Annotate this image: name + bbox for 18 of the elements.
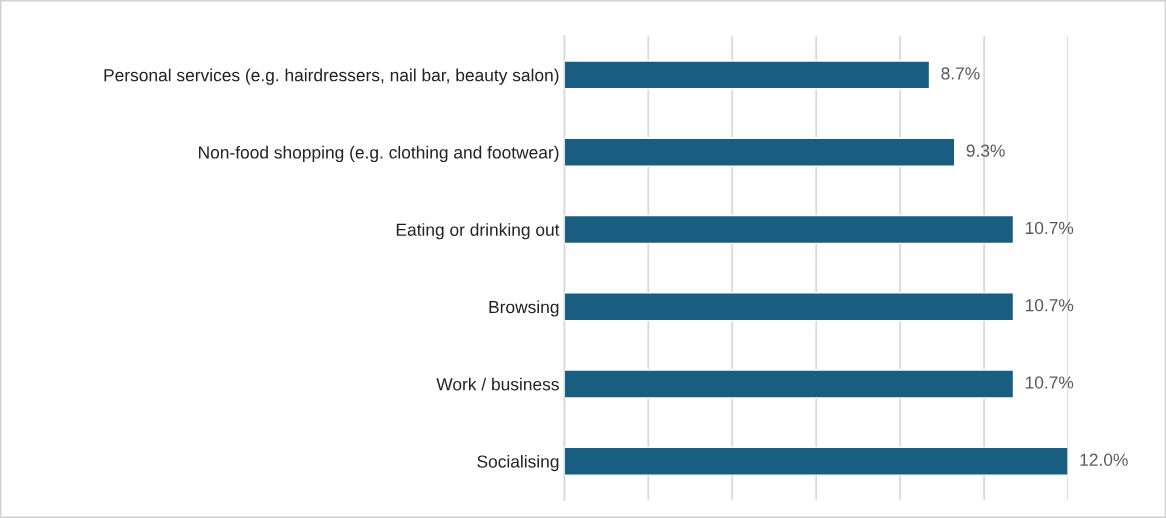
data-label: 9.3% <box>966 144 1005 157</box>
data-label: 8.7% <box>941 67 980 80</box>
data-label: 12.0% <box>1080 453 1128 466</box>
bar <box>564 60 931 90</box>
y-tick-label: Non-food shopping (e.g. clothing and footwear) <box>199 145 559 163</box>
bar <box>564 137 956 167</box>
data-label: 10.7% <box>1025 221 1074 235</box>
y-tick-label: Socialising <box>477 454 559 472</box>
bar <box>564 446 1069 476</box>
y-tick-label: Personal services (e.g. hairdressers, nail bar, beauty salon) <box>104 68 559 85</box>
bar <box>564 292 1015 322</box>
data-label: 10.7% <box>1025 376 1074 389</box>
y-tick-label: Eating or drinking out <box>396 223 560 240</box>
data-label: 10.7% <box>1025 299 1074 312</box>
y-tick-label: Browsing <box>489 300 559 317</box>
bar <box>564 214 1015 245</box>
y-tick-label: Work / business <box>436 377 559 391</box>
bar <box>564 369 1015 399</box>
